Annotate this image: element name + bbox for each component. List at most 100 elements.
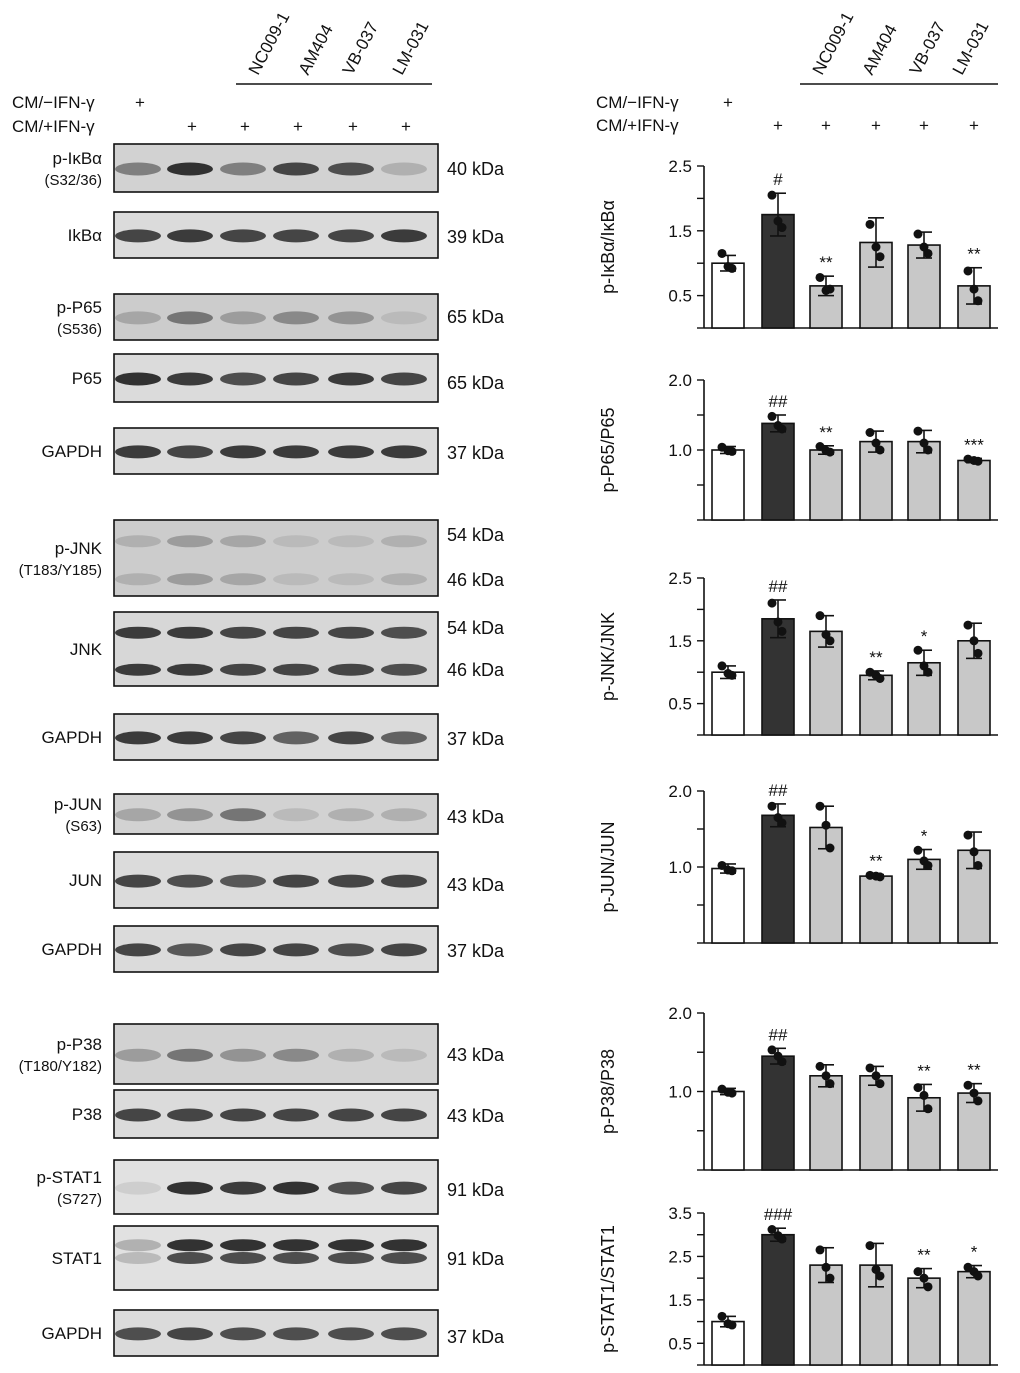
condition-mark: + (969, 116, 979, 135)
y-axis-label: p-STAT1/STAT1 (598, 1225, 618, 1353)
y-tick-label: 3.5 (668, 1204, 692, 1223)
data-point (727, 1088, 737, 1098)
data-point (969, 284, 979, 294)
blot-band (167, 663, 213, 676)
bar (711, 867, 745, 944)
data-point (773, 617, 783, 627)
blot-band (328, 1181, 374, 1195)
bar (711, 449, 745, 521)
data-point (913, 845, 923, 855)
blot-row: p-P38 (T180/Y182) 43 kDa (19, 1023, 505, 1085)
bar (761, 422, 795, 521)
blot-band (167, 808, 213, 822)
blot-band (273, 626, 319, 639)
blot-band (167, 1108, 213, 1122)
blot-row: p-JUN (S63) 43 kDa (54, 793, 505, 835)
data-point (875, 252, 885, 262)
data-point (717, 248, 727, 258)
blot-band (115, 1108, 161, 1122)
data-point (871, 1071, 881, 1081)
data-point (767, 1045, 777, 1055)
molecular-weight-label: 46 kDa (447, 570, 505, 590)
blot-band (115, 1327, 161, 1341)
y-tick-label: 1.0 (668, 441, 692, 460)
blot-band (115, 535, 161, 548)
blot-band (115, 372, 161, 386)
blot-band (115, 731, 161, 745)
blot-band (328, 663, 374, 676)
data-point (973, 1271, 983, 1281)
data-point (973, 860, 983, 870)
blot-label: JNK (70, 640, 103, 659)
data-point (913, 1083, 923, 1093)
lane-label: LM-031 (389, 18, 433, 78)
molecular-weight-label: 43 kDa (447, 875, 505, 895)
blot-row: GAPDH 37 kDa (42, 713, 505, 761)
condition-label: CM/+IFN-γ (12, 117, 95, 136)
bar (761, 1055, 795, 1171)
data-point (773, 216, 783, 226)
blot-band (220, 626, 266, 639)
data-point (919, 1273, 929, 1283)
molecular-weight-label: 65 kDa (447, 307, 505, 327)
blot-band (220, 535, 266, 548)
molecular-weight-label: 91 kDa (447, 1180, 505, 1200)
lane-label: VB-037 (906, 19, 949, 78)
blot-row: p-JNK (T183/Y185) 54 kDa 46 kDa (19, 519, 505, 597)
data-point (821, 820, 831, 830)
blot-row: P38 43 kDa (72, 1089, 505, 1139)
data-point (825, 636, 835, 646)
blot-band (381, 1181, 427, 1195)
blot-row: GAPDH 37 kDa (42, 925, 505, 973)
data-point (821, 1262, 831, 1272)
data-point (923, 248, 933, 258)
blot-label: p-IκBα (52, 149, 102, 168)
data-point (963, 266, 973, 276)
blot-band (381, 663, 427, 676)
molecular-weight-label: 37 kDa (447, 443, 505, 463)
blot-band (167, 1181, 213, 1195)
bar (809, 449, 843, 521)
bar (907, 858, 941, 944)
data-point (973, 296, 983, 306)
blot-band (273, 1252, 319, 1264)
data-point (777, 818, 787, 828)
blot-band (167, 1252, 213, 1264)
blot-band (328, 1108, 374, 1122)
blot-band (328, 1048, 374, 1062)
condition-mark: + (821, 116, 831, 135)
data-point (727, 1320, 737, 1330)
blot-row: STAT1 91 kDa (52, 1225, 505, 1291)
y-axis-label: p-P65/P65 (598, 407, 618, 492)
blot-sublabel: (S63) (65, 818, 102, 835)
data-point (919, 1090, 929, 1100)
data-point (767, 1225, 777, 1235)
molecular-weight-label: 39 kDa (447, 227, 505, 247)
blot-label: P65 (72, 369, 102, 388)
data-point (815, 801, 825, 811)
blot-band (273, 311, 319, 325)
y-tick-label: 1.5 (668, 1291, 692, 1310)
blot-band (167, 1239, 213, 1252)
blot-band (273, 1181, 319, 1195)
condition-label: CM/−IFN-γ (596, 93, 679, 112)
bar (711, 1320, 745, 1366)
data-point (919, 242, 929, 252)
data-point (825, 1079, 835, 1089)
data-point (717, 661, 727, 671)
blot-band (115, 874, 161, 888)
bar-chart: 1.02.0p-JUN/JUN##*** (598, 781, 998, 944)
blot-band (220, 1181, 266, 1195)
blot-label: GAPDH (42, 728, 102, 747)
blot-band (273, 229, 319, 243)
blot-band (115, 663, 161, 676)
blot-band (167, 311, 213, 325)
y-tick-label: 1.0 (668, 1083, 692, 1102)
significance-label: ** (917, 1246, 931, 1265)
blot-band (273, 162, 319, 176)
significance-label: ## (769, 781, 788, 800)
blot-band (220, 943, 266, 957)
bar-chart: 0.5 1.5 2.5 p-IκBα/IκBα # ** ** (598, 157, 998, 329)
bar (809, 630, 843, 736)
blot-band (167, 874, 213, 888)
